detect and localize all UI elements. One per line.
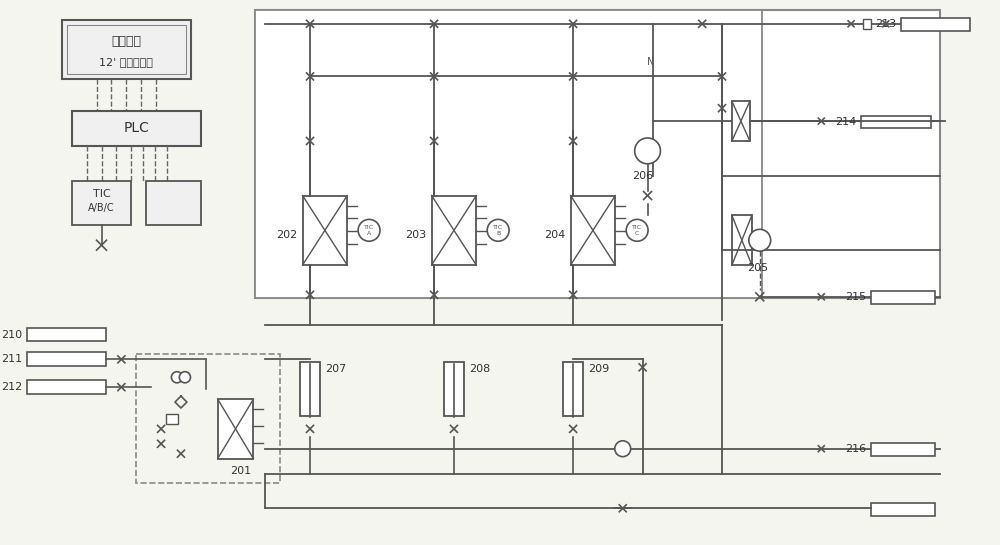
Bar — [444, 362, 464, 416]
Bar — [146, 180, 201, 225]
Bar — [166, 414, 178, 424]
Bar — [432, 196, 476, 265]
Text: 208: 208 — [469, 364, 490, 374]
Text: 人机界面: 人机界面 — [111, 35, 141, 48]
Text: A/B/C: A/B/C — [88, 203, 115, 214]
Bar — [136, 354, 280, 483]
Bar — [563, 362, 583, 416]
Circle shape — [749, 229, 771, 251]
Circle shape — [358, 220, 380, 241]
Text: 205: 205 — [747, 263, 768, 273]
Circle shape — [171, 372, 183, 383]
Text: TIC: TIC — [93, 189, 110, 198]
Bar — [571, 196, 615, 265]
Bar — [863, 19, 871, 29]
Bar — [871, 443, 935, 456]
Circle shape — [626, 220, 648, 241]
Circle shape — [179, 372, 190, 383]
Text: 212: 212 — [1, 382, 22, 392]
Bar — [901, 18, 970, 31]
Bar — [871, 291, 935, 304]
Circle shape — [635, 138, 660, 164]
Text: 206: 206 — [632, 171, 653, 181]
Text: TIC
C: TIC C — [632, 225, 642, 235]
Bar — [27, 353, 106, 366]
Bar — [255, 10, 940, 298]
Text: 211: 211 — [1, 354, 22, 365]
Text: 204: 204 — [544, 231, 566, 240]
Text: 202: 202 — [276, 231, 298, 240]
Text: TIC
A: TIC A — [364, 225, 374, 235]
Text: 215: 215 — [845, 292, 866, 302]
Bar — [72, 180, 131, 225]
Text: 213: 213 — [875, 19, 896, 29]
Text: N: N — [647, 57, 654, 66]
Bar — [300, 362, 320, 416]
Bar — [303, 196, 347, 265]
Text: 214: 214 — [835, 117, 856, 127]
Bar — [27, 380, 106, 394]
Text: PLC: PLC — [123, 121, 149, 135]
Text: 210: 210 — [1, 330, 22, 340]
Text: 201: 201 — [230, 465, 251, 476]
Text: 203: 203 — [406, 231, 427, 240]
Bar — [732, 101, 750, 141]
Bar — [255, 10, 762, 298]
Bar — [861, 116, 931, 128]
Bar — [62, 20, 191, 80]
Text: 12' 彩色触摸屏: 12' 彩色触摸屏 — [99, 57, 153, 66]
Bar — [67, 25, 186, 75]
Text: 209: 209 — [588, 364, 609, 374]
Bar — [27, 328, 106, 342]
Text: 207: 207 — [325, 364, 346, 374]
Bar — [732, 215, 752, 265]
Bar — [218, 399, 253, 459]
Circle shape — [615, 441, 631, 457]
Bar — [871, 504, 935, 516]
Bar — [72, 111, 201, 146]
Circle shape — [487, 220, 509, 241]
Text: TIC
B: TIC B — [493, 225, 503, 235]
Text: 216: 216 — [845, 444, 866, 454]
